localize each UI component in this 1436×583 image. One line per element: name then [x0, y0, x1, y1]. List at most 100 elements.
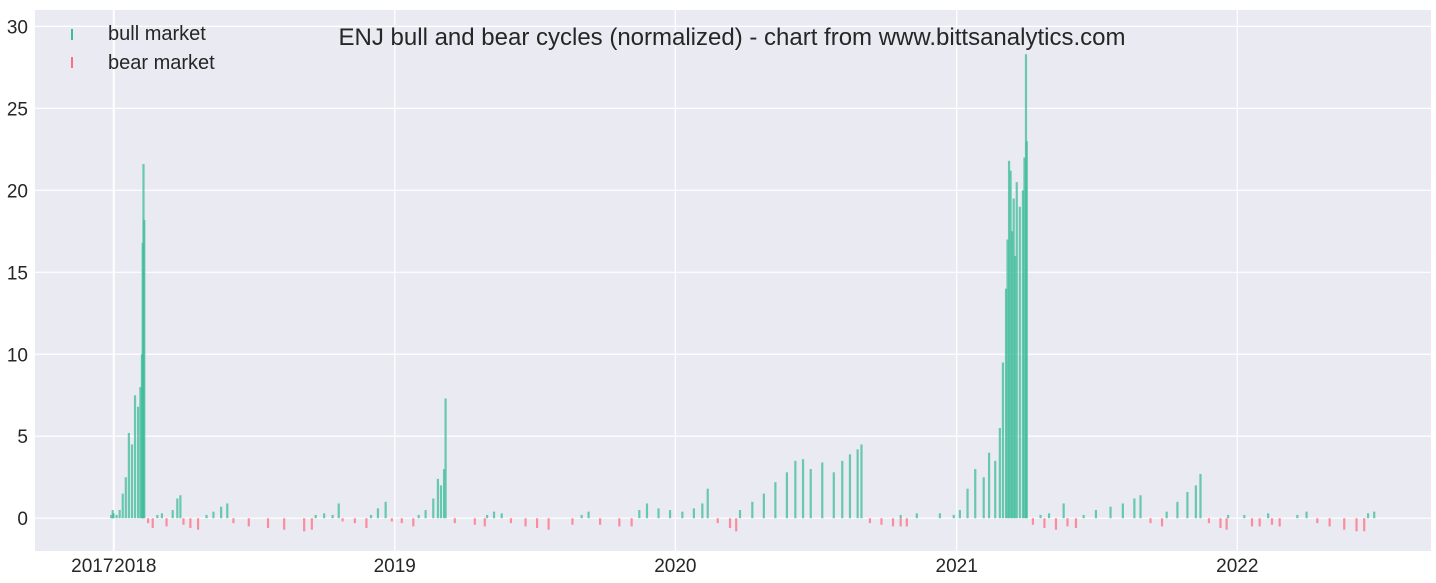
bear-bar	[247, 518, 250, 527]
x-tick-label: 2021	[936, 556, 978, 577]
bull-bar	[1021, 190, 1025, 519]
x-tick-label: 2018	[114, 556, 156, 577]
bear-bar	[618, 518, 621, 527]
bull-bar	[376, 508, 380, 519]
bear-bar	[353, 518, 356, 524]
legend-bear-marker	[71, 57, 73, 68]
bull-bar	[1373, 511, 1376, 519]
bull-bar	[212, 511, 215, 519]
x-axis: 2017 2018 2019 2020 2021 2022	[71, 556, 1258, 577]
bull-bar	[331, 514, 334, 519]
bear-bar	[1258, 518, 1261, 527]
bull-bar	[137, 406, 140, 519]
bull-bar	[1004, 288, 1008, 519]
bull-bar	[1296, 514, 1299, 519]
bear-bar	[1278, 518, 1281, 527]
bull-bar	[179, 495, 182, 519]
y-tick-label: 30	[7, 17, 28, 38]
bull-bar	[966, 488, 969, 519]
bull-bar	[124, 477, 127, 519]
grid-lines	[35, 10, 1431, 551]
bear-bar	[899, 518, 902, 527]
bull-bar	[323, 513, 326, 519]
bear-bar	[1225, 518, 1228, 530]
bull-bar	[139, 387, 142, 519]
bull-bar	[442, 469, 446, 519]
bear-bar	[735, 518, 738, 532]
bull-bar	[1121, 503, 1124, 519]
bear-bar	[868, 518, 872, 524]
y-axis: 0 5 10 15 20 25 30	[7, 17, 28, 530]
bull-bar	[486, 514, 489, 519]
y-tick-label: 10	[7, 345, 28, 366]
bull-bar	[809, 469, 812, 519]
y-tick-label: 5	[17, 427, 28, 448]
chart-title: ENJ bull and bear cycles (normalized) - …	[339, 24, 1126, 51]
bull-bar	[314, 514, 317, 519]
bear-bar	[891, 518, 895, 527]
bear-bar	[1066, 518, 1069, 527]
x-tick-label: 2017	[71, 556, 113, 577]
bull-bar	[369, 514, 373, 519]
bull-bar	[226, 503, 229, 519]
legend-bull-label: bull market	[108, 23, 206, 45]
bull-bar	[1243, 514, 1246, 519]
x-tick-label: 2022	[1216, 556, 1258, 577]
bull-bar	[1014, 255, 1017, 519]
bull-bar	[1023, 157, 1026, 519]
bull-bar	[1267, 513, 1270, 519]
bull-bar	[587, 511, 590, 519]
bull-bar	[384, 501, 387, 519]
bear-bar	[1149, 518, 1152, 524]
bear-bar	[716, 518, 719, 524]
bull-bar	[899, 514, 902, 519]
bull-bar	[1012, 198, 1015, 519]
bull-bar	[785, 472, 789, 519]
bull-bar	[738, 510, 742, 519]
bear-bar	[341, 518, 344, 522]
bear-bar	[1355, 518, 1358, 532]
bull-bar	[657, 508, 660, 519]
bull-bar	[794, 460, 797, 519]
bull-bar	[1186, 491, 1189, 519]
bull-bar	[701, 503, 704, 519]
bull-bar	[127, 432, 130, 519]
bull-bar	[1001, 362, 1005, 519]
bear-bar	[412, 518, 415, 527]
y-tick-label: 15	[7, 263, 28, 284]
bull-bar	[915, 513, 918, 519]
y-tick-label: 20	[7, 181, 28, 202]
y-tick-label: 25	[7, 99, 28, 120]
bull-bar	[160, 513, 164, 519]
bull-bar	[938, 513, 941, 519]
bull-bar	[668, 510, 672, 519]
bull-bar	[982, 477, 985, 519]
bull-bar	[205, 514, 208, 519]
bear-bar	[453, 518, 456, 524]
bull-bar	[832, 472, 835, 519]
bear-bar	[151, 518, 154, 529]
bear-bar	[303, 518, 306, 532]
bull-bar	[220, 506, 223, 519]
bull-bar	[1139, 495, 1142, 519]
bull-bar	[118, 510, 121, 519]
bull-bar	[998, 428, 1001, 519]
legend-bull-marker	[71, 29, 73, 40]
bear-bar	[1160, 518, 1164, 527]
bull-bar	[1082, 514, 1085, 519]
bear-bar	[630, 518, 633, 527]
bear-bar	[1270, 518, 1274, 525]
bear-bar	[483, 518, 486, 527]
bull-bar	[1006, 239, 1009, 519]
bear-bar	[1343, 518, 1346, 530]
bull-bar	[638, 510, 641, 519]
bear-bar	[1043, 518, 1046, 529]
bull-bar	[1047, 513, 1051, 519]
bear-bar	[1031, 518, 1035, 525]
bull-bar	[692, 508, 695, 519]
bear-bar	[165, 518, 168, 527]
bear-bar	[232, 518, 235, 524]
bull-bar	[436, 478, 440, 519]
bear-bar	[728, 518, 732, 529]
bull-bar	[774, 482, 777, 519]
